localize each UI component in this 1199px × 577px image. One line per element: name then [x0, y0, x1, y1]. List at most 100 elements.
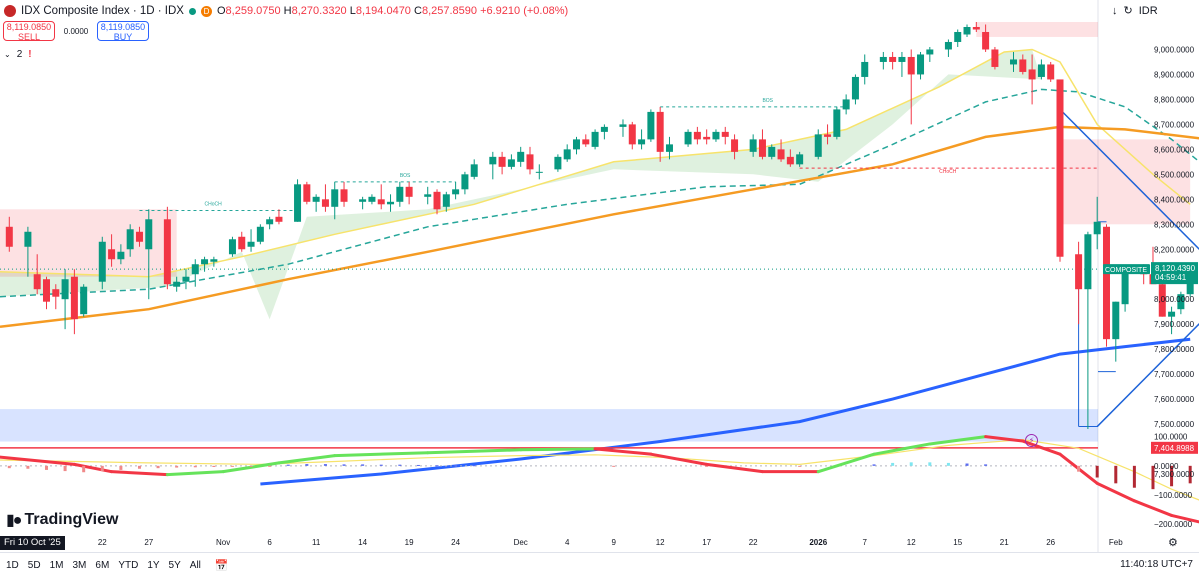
- x-tick-label: Dec: [514, 538, 528, 547]
- candle-body: [1102, 226, 1110, 340]
- histogram-bar: [705, 465, 709, 467]
- candle-body: [842, 99, 850, 110]
- timeframe-list: 1D 5D 1M 3M 6M YTD 1Y 5Y All: [6, 560, 201, 571]
- choch-label-1: CHoCH: [205, 202, 223, 208]
- histogram-bar: [435, 465, 439, 467]
- indicator-toggle[interactable]: ⌄ 2 !: [4, 49, 32, 60]
- timeframe-5y[interactable]: 5Y: [168, 559, 181, 571]
- candle-body: [52, 289, 60, 297]
- price-tick-label: 9,000.0000: [1154, 45, 1195, 54]
- osc-tick-label: 100.0000: [1154, 433, 1188, 442]
- candle-body: [982, 31, 990, 50]
- price-tick-label: 8,700.0000: [1154, 120, 1195, 129]
- refresh-icon[interactable]: ↻: [1123, 5, 1133, 17]
- candle-body: [721, 131, 729, 137]
- timeframe-1d[interactable]: 1D: [6, 559, 19, 571]
- candle-body: [256, 226, 264, 242]
- timeframe-6m[interactable]: 6M: [95, 559, 110, 571]
- price-tick-label: 8,800.0000: [1154, 95, 1195, 104]
- candle-body: [1010, 59, 1018, 65]
- candle-body: [833, 109, 841, 137]
- price-tick-label: 7,300.0000: [1154, 470, 1195, 479]
- candle-body: [368, 196, 376, 202]
- histogram-bar: [1170, 465, 1174, 487]
- candle-body: [731, 139, 739, 152]
- spread-value: 0.0000: [63, 26, 89, 36]
- arrow-down-icon[interactable]: ↓: [1112, 4, 1118, 17]
- crosshair-date-badge: Fri 10 Oct '25: [0, 536, 65, 550]
- candle-body: [42, 279, 50, 302]
- histogram-bar: [965, 463, 969, 466]
- symbol-title[interactable]: IDX Composite Index · 1D · IDX: [21, 5, 184, 17]
- support-price-tag: [1151, 441, 1198, 454]
- timeframe-3m[interactable]: 3M: [72, 559, 87, 571]
- lightning-icon[interactable]: ⚡: [1025, 434, 1038, 447]
- histogram-bar: [416, 464, 420, 466]
- timeframe-1m[interactable]: 1M: [49, 559, 64, 571]
- candle-body: [628, 124, 636, 145]
- candle-body: [359, 199, 367, 202]
- osc-segment: [984, 435, 1025, 443]
- candle-body: [1112, 301, 1120, 340]
- currency-label[interactable]: IDR: [1138, 4, 1158, 17]
- histogram-bar: [798, 465, 802, 467]
- candle-body: [619, 124, 627, 127]
- x-tick-label: 12: [656, 538, 665, 547]
- timeframe-all[interactable]: All: [189, 559, 201, 571]
- histogram-bar: [137, 465, 141, 469]
- candle-body: [777, 149, 785, 160]
- candle-body: [954, 31, 962, 42]
- osc-segment: [1132, 499, 1174, 517]
- data-badge-icon: D: [200, 5, 212, 17]
- ma-line-ema-slow: [0, 125, 1199, 328]
- osc-segment: [816, 452, 876, 474]
- bottom-toolbar: 1D 5D 1M 3M 6M YTD 1Y 5Y All 📅 11:40:18 UTC+7: [0, 552, 1199, 577]
- candle-body: [321, 199, 329, 207]
- osc-segment: [277, 454, 337, 465]
- osc-segment: [165, 470, 225, 477]
- candle-body: [879, 56, 887, 62]
- price-tick-label: 8,000.0000: [1154, 295, 1195, 304]
- histogram-bar: [928, 462, 932, 466]
- histogram-bar: [156, 465, 160, 469]
- timeframe-ytd[interactable]: YTD: [118, 559, 139, 571]
- alert-icon[interactable]: !: [28, 49, 32, 60]
- candle-body: [572, 139, 580, 150]
- x-tick-label: 11: [312, 538, 321, 547]
- candle-body: [5, 226, 13, 247]
- candle-body: [340, 189, 348, 202]
- candle-body: [452, 189, 460, 195]
- x-tick-label: 27: [144, 538, 153, 547]
- candle-body: [907, 56, 915, 75]
- candle-body: [201, 259, 209, 265]
- histogram-bar: [872, 464, 876, 466]
- candle-body: [749, 139, 757, 152]
- candle-body: [758, 139, 766, 157]
- supply-zone-mid: [1060, 139, 1191, 225]
- last-price-symbol-tag: [1103, 264, 1150, 275]
- candle-body: [266, 219, 274, 225]
- x-tick-label: 6: [267, 538, 272, 547]
- candle-body: [786, 156, 794, 165]
- timeframe-1y[interactable]: 1Y: [147, 559, 160, 571]
- candle-body: [693, 131, 701, 140]
- candle-body: [70, 276, 78, 320]
- buy-button[interactable]: 8,119.0850 BUY: [97, 21, 149, 41]
- settings-gear-icon[interactable]: ⚙: [1168, 537, 1178, 549]
- osc-segment: [593, 447, 653, 456]
- osc-segment: [1170, 513, 1199, 524]
- candle-body: [191, 264, 199, 275]
- chevron-down-icon[interactable]: ⌄: [4, 50, 11, 59]
- tradingview-mark-icon: ▮●: [6, 512, 23, 529]
- candle-body: [1047, 64, 1055, 80]
- x-tick-label: 14: [358, 538, 367, 547]
- candle-body: [405, 186, 413, 197]
- supply-zone-top: [976, 22, 1098, 37]
- candle-body: [396, 186, 404, 202]
- candle-body: [33, 274, 41, 290]
- sell-button[interactable]: 8,119.0850 SELL: [3, 21, 55, 41]
- histogram-bar: [249, 465, 253, 467]
- timeframe-5d[interactable]: 5D: [27, 559, 41, 571]
- calendar-icon[interactable]: 📅: [214, 559, 229, 572]
